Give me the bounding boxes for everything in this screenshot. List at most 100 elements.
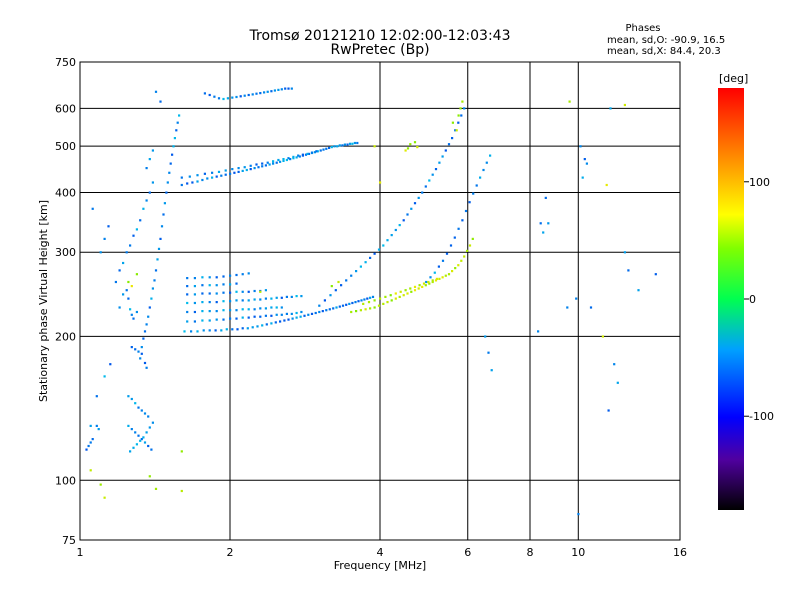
data-point — [147, 315, 150, 318]
data-point — [215, 276, 218, 279]
data-point — [215, 284, 218, 287]
data-point — [413, 289, 417, 292]
data-point — [402, 294, 405, 297]
data-point — [89, 469, 92, 472]
data-point — [447, 143, 451, 146]
data-point — [193, 285, 196, 288]
data-point — [275, 161, 278, 164]
data-point — [273, 89, 276, 92]
data-point — [143, 441, 147, 444]
data-point — [213, 95, 216, 98]
data-point — [451, 137, 454, 140]
data-point — [201, 178, 204, 182]
data-point — [285, 312, 288, 315]
data-point — [325, 309, 328, 312]
data-point — [196, 180, 199, 183]
data-point — [142, 337, 145, 340]
data-point — [89, 424, 92, 427]
data-point — [350, 274, 353, 277]
data-point — [429, 276, 432, 279]
data-point — [297, 154, 300, 157]
data-point — [472, 192, 475, 195]
data-point — [180, 450, 183, 453]
data-point — [261, 165, 264, 168]
data-point — [145, 167, 148, 170]
data-point — [341, 144, 344, 147]
data-point — [229, 300, 232, 303]
data-point — [151, 421, 154, 424]
data-point — [544, 196, 547, 199]
data-point — [134, 348, 137, 351]
data-point — [193, 320, 196, 323]
data-point — [220, 329, 223, 332]
data-point — [151, 149, 154, 152]
data-point — [264, 297, 267, 300]
colorbar-unit-label: [deg] — [719, 72, 748, 85]
data-point — [261, 162, 264, 165]
data-point — [130, 397, 133, 401]
data-point — [471, 237, 474, 240]
data-point — [264, 307, 267, 310]
data-point — [91, 207, 94, 210]
data-point — [279, 160, 282, 163]
data-point — [300, 310, 303, 314]
data-point — [253, 289, 256, 293]
data-point — [222, 291, 225, 294]
data-point — [231, 168, 234, 171]
data-point — [103, 496, 106, 499]
data-point — [129, 308, 132, 311]
data-point — [428, 179, 431, 182]
data-point — [438, 161, 441, 164]
data-point — [459, 107, 462, 110]
data-point — [321, 310, 324, 313]
data-point — [301, 153, 304, 156]
data-point — [229, 309, 232, 312]
data-point — [114, 280, 117, 284]
data-point — [453, 236, 456, 239]
data-point — [166, 181, 169, 184]
data-point — [231, 328, 234, 331]
data-point — [354, 301, 357, 304]
data-point — [145, 431, 148, 434]
data-point — [454, 129, 457, 132]
data-point — [137, 406, 140, 409]
data-point — [623, 251, 626, 254]
data-point — [132, 234, 135, 237]
data-point — [487, 351, 490, 354]
data-point — [222, 300, 225, 303]
data-point — [377, 248, 381, 251]
data-point — [330, 285, 333, 288]
data-point — [418, 284, 421, 287]
data-point — [255, 92, 258, 95]
data-point — [323, 299, 326, 302]
data-point — [251, 326, 254, 329]
data-point — [637, 289, 640, 292]
data-point — [222, 275, 225, 278]
data-point — [127, 297, 130, 300]
data-point — [607, 409, 610, 412]
data-point — [316, 150, 319, 153]
data-point — [247, 316, 250, 319]
data-point — [129, 450, 132, 453]
data-point — [307, 152, 311, 155]
data-point — [338, 305, 341, 308]
y-tick-label: 300 — [55, 246, 76, 259]
data-point — [539, 222, 542, 225]
data-point — [275, 306, 278, 309]
data-point — [422, 282, 426, 285]
x-axis-label: Frequency [MHz] — [334, 559, 426, 572]
data-point — [265, 323, 268, 326]
data-point — [135, 310, 138, 314]
data-point — [201, 319, 204, 322]
data-point — [315, 150, 318, 153]
data-point — [190, 330, 193, 333]
data-point — [173, 137, 176, 140]
data-point — [235, 309, 238, 312]
data-point — [341, 304, 345, 307]
data-point — [153, 279, 156, 282]
data-point — [253, 167, 256, 170]
data-point — [203, 92, 206, 95]
data-point — [350, 310, 353, 314]
data-point — [427, 280, 430, 284]
